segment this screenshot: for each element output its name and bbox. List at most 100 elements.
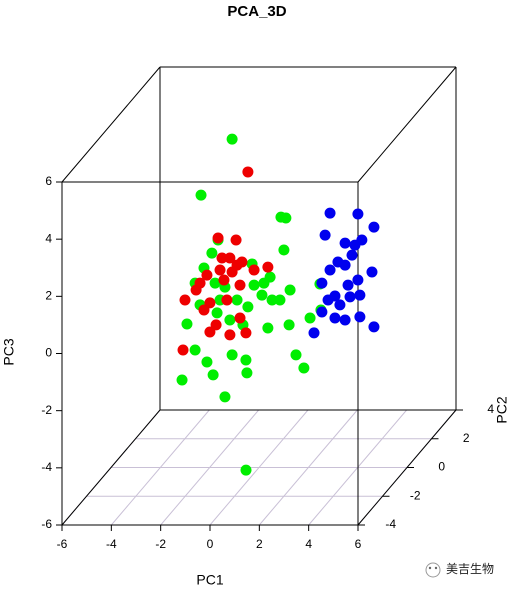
point [224,314,236,326]
point [179,294,191,306]
point [290,349,302,361]
point [368,321,380,333]
point [329,312,341,324]
y-tick-label: -2 [410,488,421,502]
point [354,289,366,301]
point [352,208,364,220]
point [316,277,328,289]
z-tick-label: 2 [45,289,52,303]
chart-title: PCA_3D [227,3,286,20]
point [354,311,366,323]
point [240,354,252,366]
point [198,304,210,316]
watermark: 美吉生物 [446,562,494,576]
y-tick-label: 2 [463,431,470,445]
z-tick-label: 6 [45,174,52,188]
point [189,344,201,356]
box-edge [61,66,161,183]
point [344,291,356,303]
point [352,274,364,286]
point [201,269,213,281]
x-tick-label: -2 [155,537,166,551]
point [212,232,224,244]
point [209,277,221,289]
point [176,374,188,386]
point [231,294,243,306]
point [256,289,268,301]
point [280,212,292,224]
point [308,327,320,339]
point [334,299,346,311]
box-edge [357,66,457,183]
z-tick-label: -6 [41,517,52,531]
point [181,318,193,330]
point [204,326,216,338]
point [211,307,223,319]
point [339,259,351,271]
z-tick-label: -2 [41,403,52,417]
point [231,259,243,271]
z-tick-label: 0 [45,346,52,360]
y-tick-label: 4 [487,402,494,416]
point [262,322,274,334]
point [206,247,218,259]
point [284,284,296,296]
z-tick-label: 4 [45,231,52,245]
x-tick-label: 6 [355,537,362,551]
point [339,314,351,326]
point [210,319,222,331]
point [201,356,213,368]
point [324,207,336,219]
point [274,294,286,306]
x-tick-label: 4 [305,537,312,551]
point [240,464,252,476]
point [226,349,238,361]
x-axis-label: PC1 [196,572,223,588]
point [234,312,246,324]
point [368,221,380,233]
point [262,261,274,273]
point [214,264,226,276]
point [216,252,228,264]
y-tick-label: -4 [385,517,396,531]
point [221,294,233,306]
point [177,344,189,356]
y-tick-label: 0 [438,460,445,474]
point [190,284,202,296]
x-tick-label: -4 [106,537,117,551]
point [324,264,336,276]
point [218,274,230,286]
watermark-icon [425,562,441,578]
point [224,329,236,341]
x-tick-label: -6 [57,537,68,551]
point [319,229,331,241]
point [342,279,354,291]
x-tick-label: 2 [256,537,263,551]
point [339,237,351,249]
point [278,244,290,256]
point [234,279,246,291]
x-tick-label: 0 [207,537,214,551]
point [242,166,254,178]
point [248,279,260,291]
point [207,369,219,381]
box-edge [61,409,161,526]
point [224,252,236,264]
point [322,294,334,306]
point [298,362,310,374]
point [258,277,270,289]
point [241,367,253,379]
y-axis-label: PC2 [494,396,510,423]
point [266,294,278,306]
point [283,319,295,331]
z-axis-label: PC3 [1,338,17,365]
point [195,189,207,201]
point [226,133,238,145]
point [304,312,316,324]
point [230,234,242,246]
point [248,264,260,276]
point [242,301,254,313]
point [316,306,328,318]
point [240,327,252,339]
